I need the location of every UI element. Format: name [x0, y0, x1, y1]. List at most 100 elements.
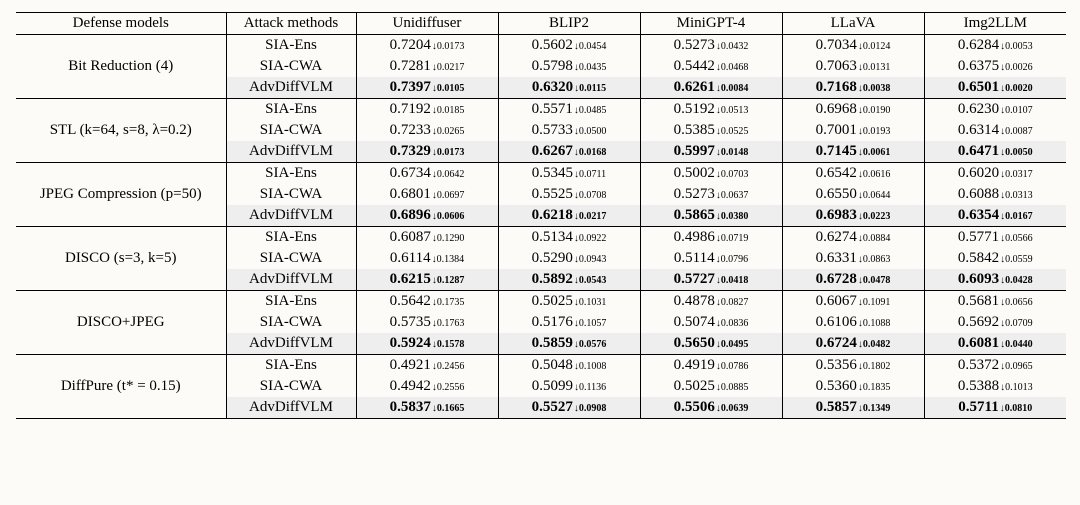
attack-method: SIA-Ens — [226, 163, 356, 185]
attack-method: SIA-CWA — [226, 312, 356, 333]
table-row: JPEG Compression (p=50)SIA-Ens0.6734↓0.0… — [16, 163, 1066, 185]
defense-label: DISCO (s=3, k=5) — [16, 227, 226, 291]
value-cell: 0.5711↓0.0810 — [924, 397, 1066, 419]
value-cell: 0.4942↓0.2556 — [356, 376, 498, 397]
value-cell: 0.5345↓0.0711 — [498, 163, 640, 185]
value-cell: 0.5273↓0.0432 — [640, 35, 782, 57]
value-cell: 0.6728↓0.0478 — [782, 269, 924, 291]
table-row: STL (k=64, s=8, λ=0.2)SIA-Ens0.7192↓0.01… — [16, 99, 1066, 121]
value-cell: 0.5290↓0.0943 — [498, 248, 640, 269]
value-cell: 0.7397↓0.0105 — [356, 77, 498, 99]
table-row: DiffPure (t* = 0.15)SIA-Ens0.4921↓0.2456… — [16, 355, 1066, 377]
attack-method: SIA-Ens — [226, 99, 356, 121]
defense-label: DiffPure (t* = 0.15) — [16, 355, 226, 419]
value-cell: 0.7192↓0.0185 — [356, 99, 498, 121]
attack-method: AdvDiffVLM — [226, 397, 356, 419]
value-cell: 0.6968↓0.0190 — [782, 99, 924, 121]
value-cell: 0.6354↓0.0167 — [924, 205, 1066, 227]
attack-method: SIA-CWA — [226, 376, 356, 397]
value-cell: 0.6267↓0.0168 — [498, 141, 640, 163]
value-cell: 0.6734↓0.0642 — [356, 163, 498, 185]
value-cell: 0.5074↓0.0836 — [640, 312, 782, 333]
attack-method: SIA-Ens — [226, 35, 356, 57]
header-model-0: Unidiffuser — [356, 13, 498, 35]
value-cell: 0.6230↓0.0107 — [924, 99, 1066, 121]
value-cell: 0.5527↓0.0908 — [498, 397, 640, 419]
attack-method: SIA-CWA — [226, 120, 356, 141]
value-cell: 0.4986↓0.0719 — [640, 227, 782, 249]
value-cell: 0.6114↓0.1384 — [356, 248, 498, 269]
value-cell: 0.6983↓0.0223 — [782, 205, 924, 227]
value-cell: 0.5842↓0.0559 — [924, 248, 1066, 269]
value-cell: 0.6093↓0.0428 — [924, 269, 1066, 291]
value-cell: 0.7063↓0.0131 — [782, 56, 924, 77]
value-cell: 0.5733↓0.0500 — [498, 120, 640, 141]
value-cell: 0.5681↓0.0656 — [924, 291, 1066, 313]
value-cell: 0.6896↓0.0606 — [356, 205, 498, 227]
value-cell: 0.5865↓0.0380 — [640, 205, 782, 227]
attack-method: AdvDiffVLM — [226, 141, 356, 163]
value-cell: 0.5771↓0.0566 — [924, 227, 1066, 249]
table-row: DISCO+JPEGSIA-Ens0.5642↓0.17350.5025↓0.1… — [16, 291, 1066, 313]
value-cell: 0.6320↓0.0115 — [498, 77, 640, 99]
value-cell: 0.6261↓0.0084 — [640, 77, 782, 99]
value-cell: 0.7329↓0.0173 — [356, 141, 498, 163]
value-cell: 0.5114↓0.0796 — [640, 248, 782, 269]
value-cell: 0.5372↓0.0965 — [924, 355, 1066, 377]
value-cell: 0.6284↓0.0053 — [924, 35, 1066, 57]
value-cell: 0.6087↓0.1290 — [356, 227, 498, 249]
value-cell: 0.6542↓0.0616 — [782, 163, 924, 185]
value-cell: 0.5798↓0.0435 — [498, 56, 640, 77]
defense-label: DISCO+JPEG — [16, 291, 226, 355]
value-cell: 0.5506↓0.0639 — [640, 397, 782, 419]
value-cell: 0.5048↓0.1008 — [498, 355, 640, 377]
header-defense: Defense models — [16, 13, 226, 35]
value-cell: 0.5385↓0.0525 — [640, 120, 782, 141]
value-cell: 0.5924↓0.1578 — [356, 333, 498, 355]
value-cell: 0.5650↓0.0495 — [640, 333, 782, 355]
attack-method: SIA-Ens — [226, 227, 356, 249]
value-cell: 0.5642↓0.1735 — [356, 291, 498, 313]
value-cell: 0.6801↓0.0697 — [356, 184, 498, 205]
value-cell: 0.5997↓0.0148 — [640, 141, 782, 163]
header-row: Defense models Attack methods Unidiffuse… — [16, 13, 1066, 35]
value-cell: 0.5176↓0.1057 — [498, 312, 640, 333]
value-cell: 0.5892↓0.0543 — [498, 269, 640, 291]
attack-method: SIA-CWA — [226, 56, 356, 77]
value-cell: 0.6274↓0.0884 — [782, 227, 924, 249]
value-cell: 0.6501↓0.0020 — [924, 77, 1066, 99]
value-cell: 0.6314↓0.0087 — [924, 120, 1066, 141]
value-cell: 0.7034↓0.0124 — [782, 35, 924, 57]
attack-method: AdvDiffVLM — [226, 269, 356, 291]
attack-method: SIA-Ens — [226, 355, 356, 377]
value-cell: 0.6081↓0.0440 — [924, 333, 1066, 355]
defense-label: Bit Reduction (4) — [16, 35, 226, 99]
value-cell: 0.6550↓0.0644 — [782, 184, 924, 205]
value-cell: 0.4919↓0.0786 — [640, 355, 782, 377]
value-cell: 0.6020↓0.0317 — [924, 163, 1066, 185]
value-cell: 0.7145↓0.0061 — [782, 141, 924, 163]
value-cell: 0.6375↓0.0026 — [924, 56, 1066, 77]
value-cell: 0.6218↓0.0217 — [498, 205, 640, 227]
value-cell: 0.5099↓0.1136 — [498, 376, 640, 397]
value-cell: 0.7204↓0.0173 — [356, 35, 498, 57]
value-cell: 0.7233↓0.0265 — [356, 120, 498, 141]
value-cell: 0.5002↓0.0703 — [640, 163, 782, 185]
value-cell: 0.5857↓0.1349 — [782, 397, 924, 419]
attack-method: AdvDiffVLM — [226, 77, 356, 99]
table-row: DISCO (s=3, k=5)SIA-Ens0.6087↓0.12900.51… — [16, 227, 1066, 249]
value-cell: 0.5388↓0.1013 — [924, 376, 1066, 397]
value-cell: 0.5571↓0.0485 — [498, 99, 640, 121]
value-cell: 0.6088↓0.0313 — [924, 184, 1066, 205]
value-cell: 0.6067↓0.1091 — [782, 291, 924, 313]
attack-method: AdvDiffVLM — [226, 333, 356, 355]
value-cell: 0.5025↓0.0885 — [640, 376, 782, 397]
attack-method: AdvDiffVLM — [226, 205, 356, 227]
value-cell: 0.5442↓0.0468 — [640, 56, 782, 77]
header-model-2: MiniGPT-4 — [640, 13, 782, 35]
header-model-3: LLaVA — [782, 13, 924, 35]
value-cell: 0.5360↓0.1835 — [782, 376, 924, 397]
header-model-1: BLIP2 — [498, 13, 640, 35]
table-row: Bit Reduction (4)SIA-Ens0.7204↓0.01730.5… — [16, 35, 1066, 57]
attack-method: SIA-CWA — [226, 184, 356, 205]
